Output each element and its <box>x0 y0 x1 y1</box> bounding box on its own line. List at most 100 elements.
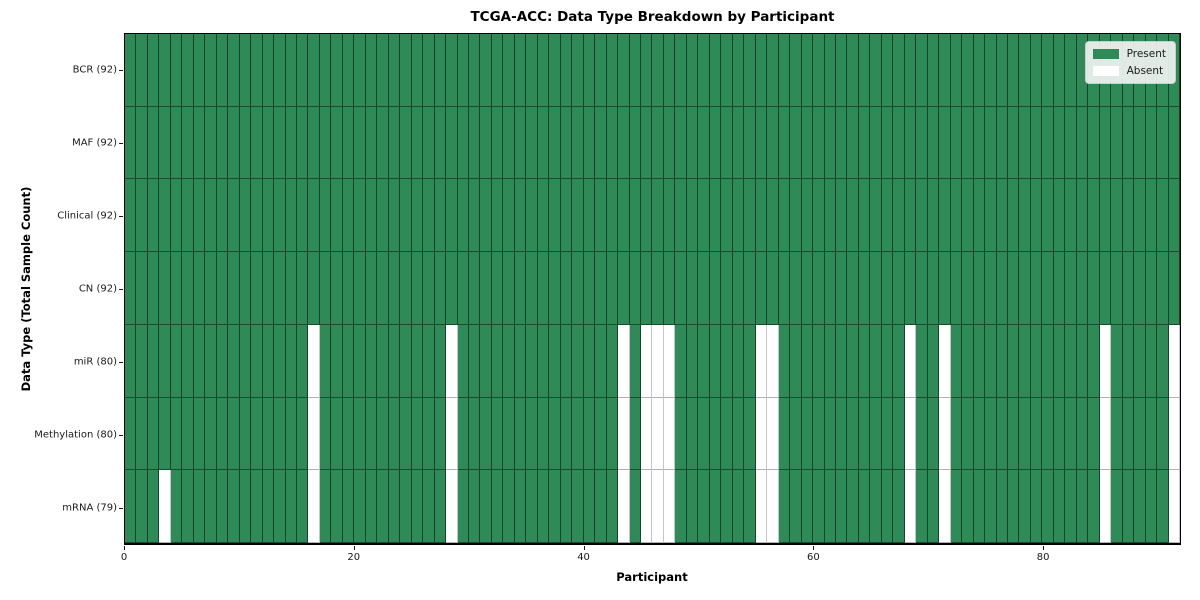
cell-clinical-9 <box>228 179 240 253</box>
cell-bcr-58 <box>790 34 802 107</box>
cell-methylation-38 <box>560 397 573 471</box>
cell-mrna-58 <box>790 470 802 543</box>
cell-cn-70 <box>927 252 940 325</box>
cell-maf-35 <box>526 106 538 180</box>
cell-methylation-55 <box>755 397 768 471</box>
cell-mrna-72 <box>950 470 963 543</box>
cell-clinical-22 <box>377 179 389 253</box>
cell-bcr-82 <box>1065 34 1077 107</box>
cell-cn-38 <box>560 252 573 325</box>
cell-bcr-27 <box>434 34 447 107</box>
cell-methylation-22 <box>377 397 389 471</box>
cell-methylation-13 <box>274 397 286 471</box>
cell-maf-9 <box>228 106 240 180</box>
cell-methylation-52 <box>721 397 733 471</box>
cell-bcr-56 <box>767 34 779 107</box>
cell-methylation-3 <box>159 397 171 471</box>
cell-bcr-17 <box>319 34 332 107</box>
cell-mir-23 <box>388 324 401 398</box>
cell-mir-72 <box>950 324 963 398</box>
cell-clinical-89 <box>1145 179 1158 253</box>
cell-clinical-10 <box>239 179 252 253</box>
cell-bcr-4 <box>170 34 183 107</box>
cell-clinical-55 <box>755 179 768 253</box>
cell-methylation-58 <box>790 397 802 471</box>
cell-mir-5 <box>182 324 194 398</box>
cell-methylation-50 <box>698 397 710 471</box>
cell-cn-87 <box>1122 252 1135 325</box>
cell-bcr-25 <box>411 34 424 107</box>
cell-mrna-32 <box>491 470 504 543</box>
cell-methylation-46 <box>652 397 664 471</box>
cell-bcr-15 <box>297 34 309 107</box>
cell-mir-81 <box>1053 324 1066 398</box>
cell-methylation-72 <box>950 397 963 471</box>
cell-clinical-77 <box>1007 179 1020 253</box>
x-tick-mark-20 <box>353 546 355 550</box>
cell-cn-65 <box>870 252 882 325</box>
cell-methylation-64 <box>858 397 871 471</box>
cell-clinical-18 <box>331 179 343 253</box>
cell-mrna-18 <box>331 470 343 543</box>
cell-mir-74 <box>973 324 986 398</box>
cell-mrna-23 <box>388 470 401 543</box>
cell-maf-58 <box>790 106 802 180</box>
cell-bcr-28 <box>446 34 458 107</box>
cell-cn-76 <box>996 252 1008 325</box>
cell-maf-91 <box>1168 106 1180 180</box>
cell-maf-63 <box>847 106 859 180</box>
cell-bcr-60 <box>813 34 825 107</box>
cell-clinical-73 <box>962 179 974 253</box>
cell-cn-83 <box>1076 252 1089 325</box>
cell-cn-58 <box>790 252 802 325</box>
cell-mir-26 <box>423 324 435 398</box>
cell-methylation-85 <box>1099 397 1112 471</box>
cell-methylation-61 <box>824 397 836 471</box>
cell-mrna-67 <box>893 470 905 543</box>
cell-mrna-68 <box>904 470 917 543</box>
cell-cn-24 <box>400 252 412 325</box>
cell-maf-34 <box>514 106 527 180</box>
cell-maf-47 <box>663 106 676 180</box>
cell-cn-22 <box>377 252 389 325</box>
cell-cn-79 <box>1030 252 1043 325</box>
y-tick-label-maf: MAF (92) <box>72 137 117 149</box>
cell-cn-50 <box>698 252 710 325</box>
y-tick-mark-clinical <box>119 215 123 217</box>
cell-maf-11 <box>251 106 263 180</box>
cell-clinical-81 <box>1053 179 1066 253</box>
cell-mir-31 <box>480 324 492 398</box>
cell-mrna-84 <box>1088 470 1100 543</box>
cell-maf-18 <box>331 106 343 180</box>
cell-maf-14 <box>285 106 297 180</box>
cell-maf-55 <box>755 106 768 180</box>
cell-mrna-82 <box>1065 470 1077 543</box>
cell-methylation-56 <box>767 397 779 471</box>
cell-mrna-31 <box>480 470 492 543</box>
cell-clinical-58 <box>790 179 802 253</box>
cell-methylation-6 <box>193 397 206 471</box>
cell-mir-2 <box>147 324 160 398</box>
cell-cn-35 <box>526 252 538 325</box>
cell-mir-48 <box>675 324 687 398</box>
cell-cn-77 <box>1007 252 1020 325</box>
cell-methylation-87 <box>1122 397 1135 471</box>
cell-bcr-51 <box>709 34 722 107</box>
cell-cn-14 <box>285 252 297 325</box>
cell-cn-31 <box>480 252 492 325</box>
cell-mir-87 <box>1122 324 1135 398</box>
cell-mir-28 <box>446 324 458 398</box>
cell-maf-56 <box>767 106 779 180</box>
cell-methylation-53 <box>732 397 745 471</box>
cell-mrna-75 <box>985 470 997 543</box>
cell-mrna-17 <box>319 470 332 543</box>
cell-clinical-40 <box>583 179 596 253</box>
cell-clinical-31 <box>480 179 492 253</box>
cell-cn-91 <box>1168 252 1180 325</box>
cell-mrna-10 <box>239 470 252 543</box>
cell-mrna-9 <box>228 470 240 543</box>
cell-mir-85 <box>1099 324 1112 398</box>
cell-clinical-80 <box>1042 179 1054 253</box>
cell-maf-42 <box>606 106 619 180</box>
cell-mir-10 <box>239 324 252 398</box>
